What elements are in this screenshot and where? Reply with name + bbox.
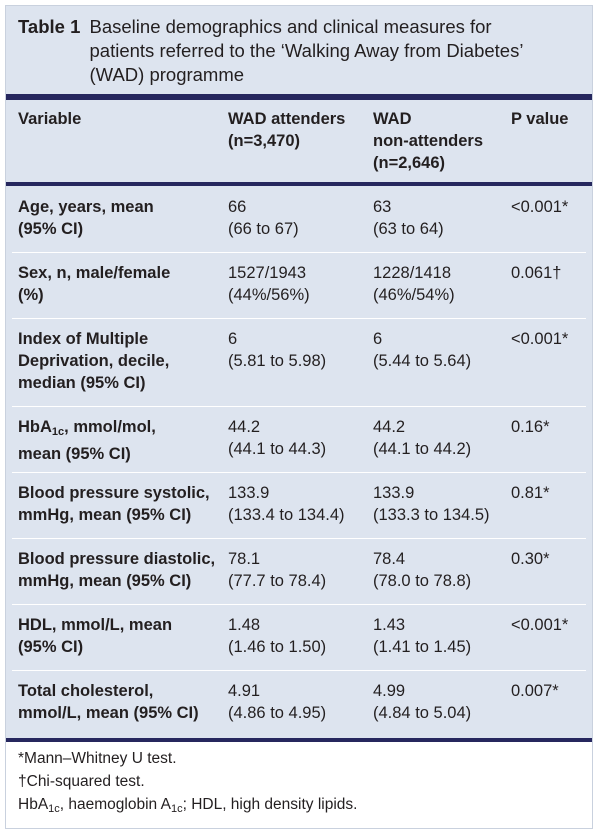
top-rule — [6, 94, 592, 100]
row-variable: HDL, mmol/L, mean (95% CI) — [18, 616, 173, 656]
row-attenders: 78.1 (77.7 to 78.4) — [228, 550, 327, 590]
table-number: Table 1 — [18, 16, 81, 37]
row-variable: HbA1c, mmol/mol, mean (95% CI) — [18, 418, 156, 463]
row-p-value: <0.001* — [511, 616, 569, 634]
row-p-value: 0.007* — [511, 682, 559, 700]
table-title: Baseline demographics and clinical measu… — [89, 16, 523, 85]
row-attenders: 4.91 (4.86 to 4.95) — [228, 682, 327, 722]
row-p-value: 0.061† — [511, 264, 562, 282]
table-header: Variable WAD attenders (n=3,470) WAD non… — [6, 100, 592, 182]
footnote-mann-whitney: *Mann–Whitney U test. — [18, 750, 177, 767]
row-non-attenders: 1228/1418 (46%/54%) — [373, 264, 455, 304]
row-non-attenders: 6 (5.44 to 5.64) — [373, 330, 472, 370]
table-body: Age, years, mean (95% CI) 66 (66 to 67) 63… — [6, 186, 592, 738]
table-frame: Table 1 Baseline demographics and clinic… — [5, 5, 593, 829]
row-attenders: 6 (5.81 to 5.98) — [228, 330, 327, 370]
row-non-attenders: 1.43 (1.41 to 1.45) — [373, 616, 472, 656]
header-wad-non-attenders: WAD non-attenders (n=2,646) — [373, 110, 484, 172]
row-variable: Sex, n, male/female (%) — [18, 264, 171, 304]
row-non-attenders: 63 (63 to 64) — [373, 198, 444, 238]
row-separator — [12, 318, 586, 319]
row-attenders: 66 (66 to 67) — [228, 198, 299, 238]
row-attenders: 1527/1943 (44%/56%) — [228, 264, 310, 304]
row-separator — [12, 252, 586, 253]
row-attenders: 133.9 (133.4 to 134.4) — [228, 484, 345, 524]
row-variable: Blood pressure systolic, mmHg, mean (95% … — [18, 484, 210, 524]
row-non-attenders: 133.9 (133.3 to 134.5) — [373, 484, 490, 524]
table-caption: Table 1 Baseline demographics and clinic… — [6, 6, 592, 94]
row-variable: Blood pressure diastolic, mmHg, mean (95%… — [18, 550, 216, 590]
row-non-attenders: 78.4 (78.0 to 78.8) — [373, 550, 472, 590]
row-p-value: 0.16* — [511, 418, 550, 436]
row-p-value: <0.001* — [511, 198, 569, 216]
row-separator — [12, 472, 586, 473]
bottom-rule — [6, 738, 592, 742]
footnote-abbreviations: HbA1c, haemoglobin A1c; HDL, high densit… — [18, 796, 358, 815]
row-p-value: 0.30* — [511, 550, 550, 568]
row-separator — [12, 406, 586, 407]
row-attenders: 44.2 (44.1 to 44.3) — [228, 418, 327, 458]
header-p-value: P value — [511, 110, 569, 128]
header-wad-attenders: WAD attenders (n=3,470) — [228, 110, 346, 150]
row-attenders: 1.48 (1.46 to 1.50) — [228, 616, 327, 656]
row-p-value: <0.001* — [511, 330, 569, 348]
header-rule — [6, 182, 592, 186]
row-variable: Index of Multiple Deprivation, decile, med… — [18, 330, 170, 392]
table-footnotes: *Mann–Whitney U test. †Chi-squared test.… — [18, 747, 357, 821]
row-non-attenders: 4.99 (4.84 to 5.04) — [373, 682, 472, 722]
row-separator — [12, 538, 586, 539]
footnote-chi-squared: †Chi-squared test. — [18, 773, 145, 790]
row-separator — [12, 670, 586, 671]
row-separator — [12, 604, 586, 605]
header-variable: Variable — [18, 110, 82, 128]
row-variable: Age, years, mean (95% CI) — [18, 198, 154, 238]
row-p-value: 0.81* — [511, 484, 550, 502]
row-non-attenders: 44.2 (44.1 to 44.2) — [373, 418, 472, 458]
row-variable: Total cholesterol, mmol/L, mean (95% CI) — [18, 682, 199, 722]
